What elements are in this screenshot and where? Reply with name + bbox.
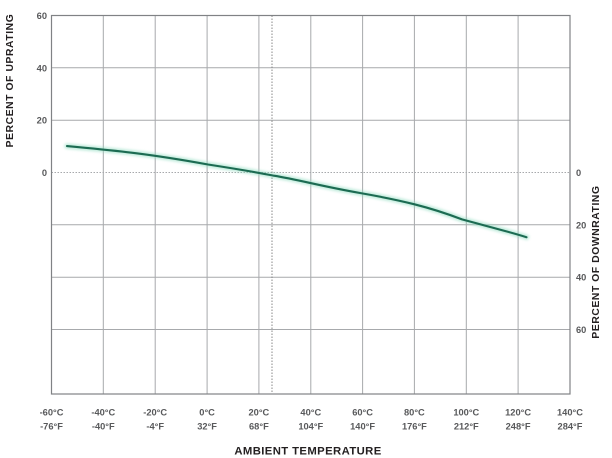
svg-text:20: 20 bbox=[37, 116, 47, 126]
svg-text:-76°F: -76°F bbox=[40, 422, 63, 432]
svg-text:176°F: 176°F bbox=[402, 422, 427, 432]
svg-text:284°F: 284°F bbox=[558, 422, 583, 432]
svg-text:212°F: 212°F bbox=[454, 422, 479, 432]
svg-text:60°C: 60°C bbox=[352, 408, 373, 418]
svg-text:AMBIENT TEMPERATURE: AMBIENT TEMPERATURE bbox=[234, 446, 381, 458]
svg-text:20: 20 bbox=[576, 220, 586, 230]
svg-text:100°C: 100°C bbox=[453, 408, 479, 418]
svg-text:-20°C: -20°C bbox=[143, 408, 167, 418]
svg-text:0: 0 bbox=[576, 168, 581, 178]
svg-text:248°F: 248°F bbox=[506, 422, 531, 432]
svg-text:-40°C: -40°C bbox=[91, 408, 115, 418]
svg-text:40: 40 bbox=[576, 273, 586, 283]
svg-text:60: 60 bbox=[37, 11, 47, 21]
svg-text:PERCENT OF UPRATING: PERCENT OF UPRATING bbox=[5, 14, 16, 148]
svg-text:-60°C: -60°C bbox=[40, 408, 64, 418]
svg-text:120°C: 120°C bbox=[505, 408, 531, 418]
svg-text:40°C: 40°C bbox=[300, 408, 321, 418]
svg-text:60: 60 bbox=[576, 325, 586, 335]
svg-text:0°C: 0°C bbox=[199, 408, 215, 418]
svg-text:40: 40 bbox=[37, 63, 47, 73]
svg-text:68°F: 68°F bbox=[249, 422, 269, 432]
svg-text:PERCENT OF DOWNRATING: PERCENT OF DOWNRATING bbox=[591, 185, 602, 338]
svg-text:20°C: 20°C bbox=[249, 408, 270, 418]
svg-text:-40°F: -40°F bbox=[92, 422, 115, 432]
svg-text:140°C: 140°C bbox=[557, 408, 583, 418]
svg-text:80°C: 80°C bbox=[404, 408, 425, 418]
svg-text:-4°F: -4°F bbox=[146, 422, 164, 432]
svg-text:104°F: 104°F bbox=[298, 422, 323, 432]
svg-text:32°F: 32°F bbox=[197, 422, 217, 432]
svg-text:0: 0 bbox=[42, 168, 47, 178]
svg-text:140°F: 140°F bbox=[350, 422, 375, 432]
